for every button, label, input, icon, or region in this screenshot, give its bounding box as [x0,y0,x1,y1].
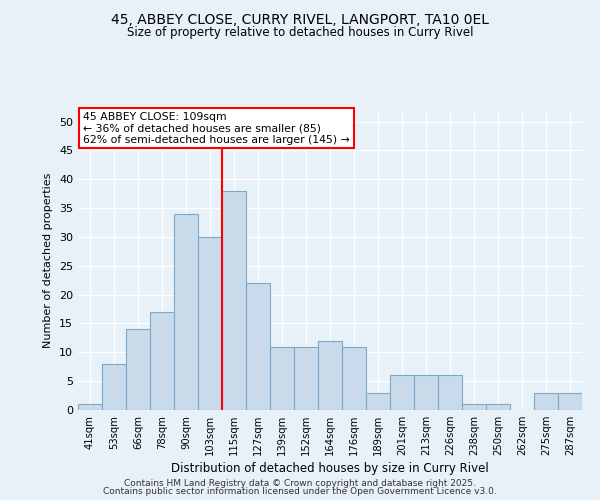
Bar [294,346,318,410]
Text: Contains HM Land Registry data © Crown copyright and database right 2025.: Contains HM Land Registry data © Crown c… [124,478,476,488]
Bar [198,237,222,410]
Text: Size of property relative to detached houses in Curry Rivel: Size of property relative to detached ho… [127,26,473,39]
Text: 45, ABBEY CLOSE, CURRY RIVEL, LANGPORT, TA10 0EL: 45, ABBEY CLOSE, CURRY RIVEL, LANGPORT, … [111,12,489,26]
Bar [174,214,198,410]
X-axis label: Distribution of detached houses by size in Curry Rivel: Distribution of detached houses by size … [171,462,489,475]
Bar [246,283,270,410]
Bar [102,364,126,410]
Bar [390,376,414,410]
Bar [222,191,246,410]
Bar [534,392,558,410]
Bar [150,312,174,410]
Bar [366,392,390,410]
Text: 45 ABBEY CLOSE: 109sqm
← 36% of detached houses are smaller (85)
62% of semi-det: 45 ABBEY CLOSE: 109sqm ← 36% of detached… [83,112,350,144]
Bar [78,404,102,410]
Text: Contains public sector information licensed under the Open Government Licence v3: Contains public sector information licen… [103,487,497,496]
Bar [270,346,294,410]
Bar [414,376,438,410]
Bar [462,404,486,410]
Bar [318,341,342,410]
Bar [486,404,510,410]
Bar [438,376,462,410]
Y-axis label: Number of detached properties: Number of detached properties [43,172,53,348]
Bar [342,346,366,410]
Bar [126,329,150,410]
Bar [558,392,582,410]
